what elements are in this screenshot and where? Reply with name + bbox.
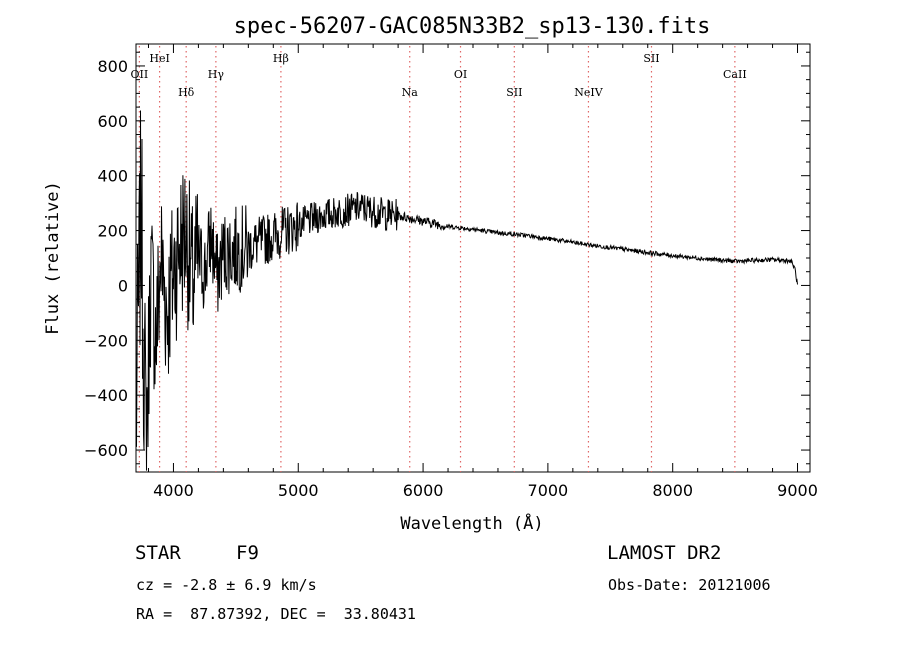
line-marker-label: SII [506, 86, 522, 99]
line-marker-label: Hδ [178, 86, 195, 99]
x-axis-label: Wavelength (Å) [400, 512, 543, 534]
y-tick-label: 800 [97, 57, 128, 76]
line-marker-label: OII [131, 68, 149, 81]
y-tick-label: 0 [118, 276, 128, 295]
line-marker-label: OI [454, 68, 467, 81]
spectrum-line [135, 110, 798, 471]
class-label: STAR [135, 542, 181, 564]
axis-ticks: 4000 5000 6000 7000 8000 9000 −600 −400 −200 0 200… [84, 44, 818, 500]
x-tick-label: 7000 [528, 481, 569, 500]
y-axis-label: Flux (relative) [43, 181, 63, 335]
redshift-text: cz = -2.8 ± 6.9 km/s [136, 576, 317, 594]
line-marker-label: HeI [149, 52, 169, 65]
x-tick-label: 8000 [652, 481, 693, 500]
line-marker-label: Na [402, 86, 419, 99]
x-tick-label: 6000 [403, 481, 444, 500]
y-tick-label: 400 [97, 167, 128, 186]
chart-title: spec-56207-GAC085N33B2_sp13-130.fits [234, 14, 711, 39]
line-marker-label: CaII [723, 68, 747, 81]
line-marker-label: Hγ [208, 68, 225, 81]
y-tick-label: 600 [97, 112, 128, 131]
y-tick-label: −200 [84, 331, 128, 350]
coords-text: RA = 87.87392, DEC = 33.80431 [136, 605, 416, 623]
line-marker-label: Hβ [273, 52, 289, 65]
y-tick-label: 200 [97, 222, 128, 241]
x-tick-label: 9000 [777, 481, 818, 500]
obs-date-text: Obs-Date: 20121006 [608, 576, 771, 594]
y-tick-label: −400 [84, 386, 128, 405]
survey-label: LAMOST DR2 [607, 542, 722, 564]
y-tick-label: −600 [84, 441, 128, 460]
x-tick-label: 4000 [153, 481, 194, 500]
line-marker-label: SII [643, 52, 659, 65]
x-tick-label: 5000 [278, 481, 319, 500]
subclass-label: F9 [236, 542, 259, 564]
line-marker-label: NeIV [574, 86, 603, 99]
